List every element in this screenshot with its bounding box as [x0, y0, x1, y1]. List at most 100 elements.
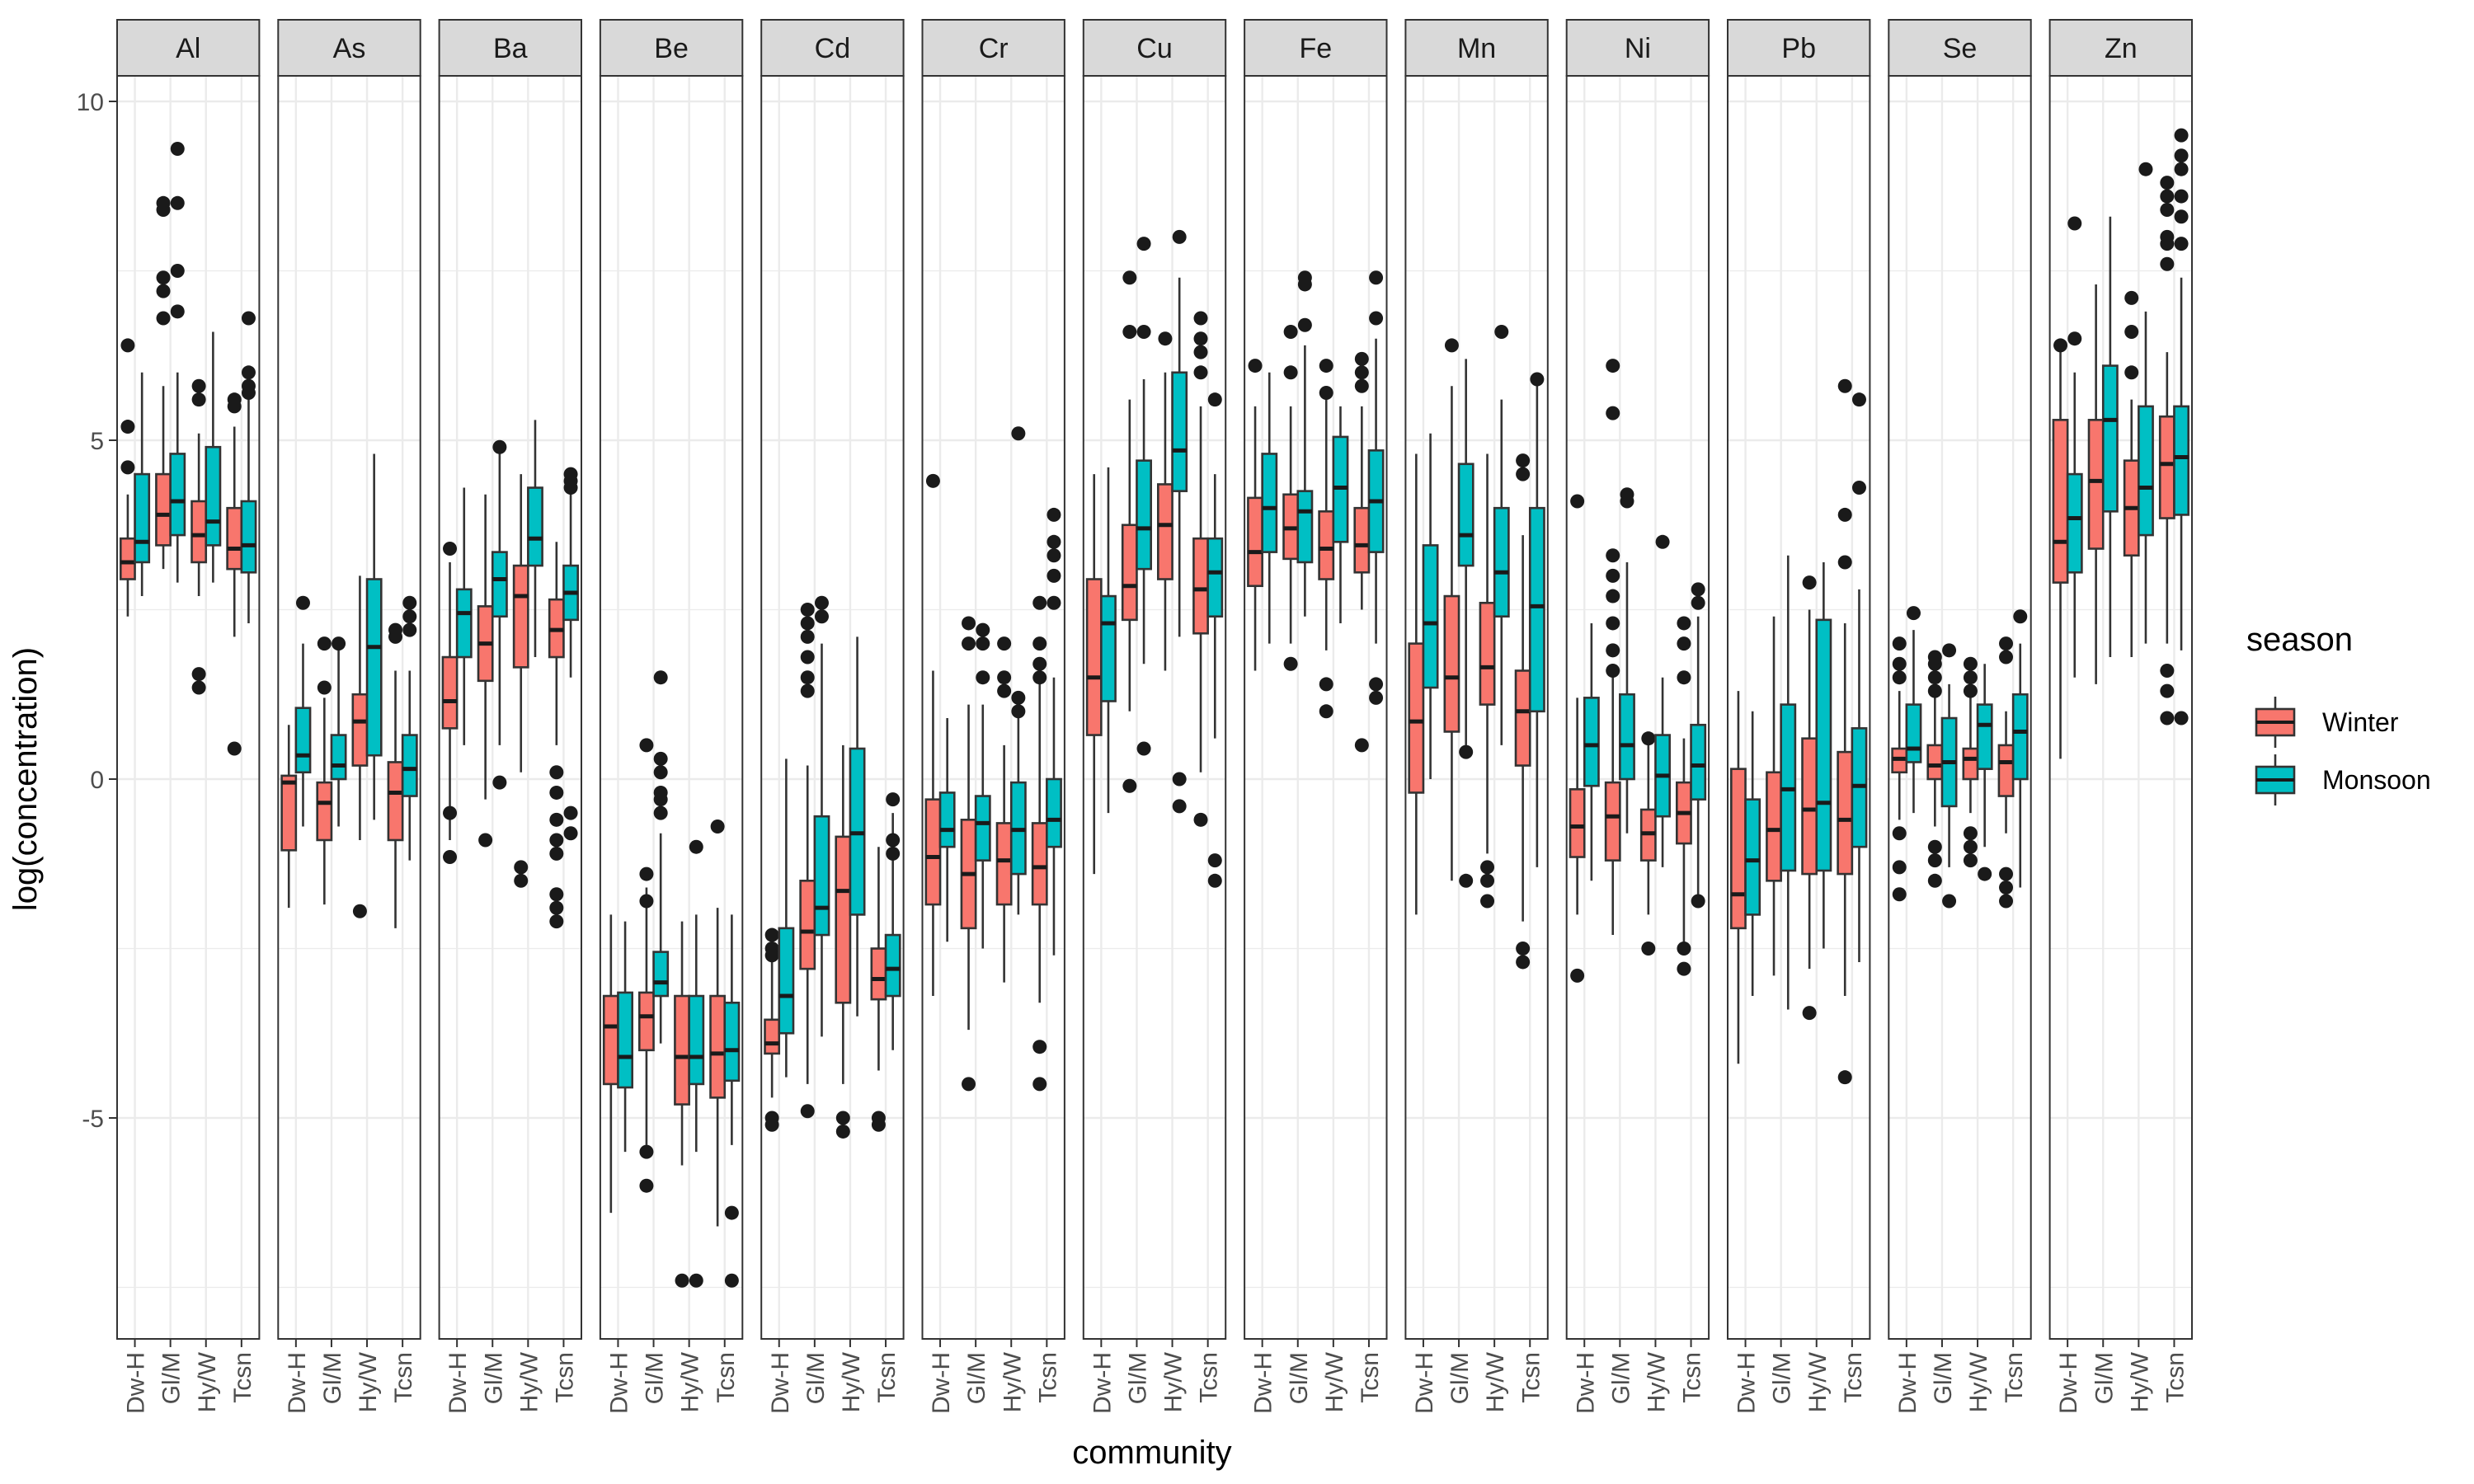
box-body	[1171, 371, 1188, 492]
box-body	[1801, 737, 1818, 876]
box-body	[617, 991, 633, 1089]
x-tick-label: Tcsn	[873, 1352, 901, 1403]
box-cr-tcsn-winter	[1031, 595, 1048, 1092]
box-body	[205, 445, 222, 547]
outlier-point	[1283, 365, 1298, 380]
outlier-point	[1927, 670, 1942, 685]
outlier-point	[1927, 853, 1942, 868]
outlier-point	[2053, 338, 2068, 353]
legend-title: season	[2246, 622, 2353, 658]
facet-panel-pb: Pb Dw-H Gl/M Hy/W Tcsn	[1727, 19, 1871, 1414]
outlier-point	[1011, 704, 1026, 719]
panel-border	[438, 75, 582, 1340]
box-ba-dw-h-winter	[441, 542, 459, 865]
x-tick-label: Tcsn	[1034, 1352, 1061, 1403]
box-body	[1905, 703, 1922, 763]
box-as-hy-w-winter	[351, 575, 369, 918]
box-body	[1318, 510, 1335, 580]
box-as-tcsn-monsoon	[401, 595, 418, 861]
outlier-point	[1193, 331, 1208, 346]
outlier-point	[1655, 534, 1670, 549]
box-pb-dw-h-monsoon	[1744, 711, 1761, 997]
box-as-dw-h-winter	[280, 725, 298, 909]
box-body	[1604, 781, 1621, 862]
box-al-hy-w-monsoon	[205, 331, 222, 583]
box-body	[226, 506, 243, 571]
box-as-gl-m-winter	[316, 636, 333, 905]
outlier-point	[800, 670, 815, 685]
box-pb-hy-w-winter	[1801, 575, 1818, 1021]
facet-strip	[921, 19, 1065, 77]
outlier-point	[1369, 677, 1384, 692]
facet-strip-label: Al	[176, 33, 200, 64]
box-body	[280, 774, 298, 852]
x-tick-label: Dw-H	[284, 1352, 311, 1414]
box-cd-hy-w-monsoon	[849, 636, 866, 1017]
facet-strip-label: As	[333, 33, 366, 64]
gridlines	[2049, 76, 2192, 1339]
outlier-point	[1570, 968, 1585, 983]
outlier-point	[1193, 345, 1208, 359]
outlier-point	[1677, 942, 1691, 956]
outlier-point	[1136, 324, 1151, 339]
box-cu-gl-m-winter	[1121, 270, 1138, 793]
x-tick-label: Hy/W	[2126, 1351, 2153, 1412]
box-body	[316, 781, 333, 842]
facet-strip	[1565, 19, 1710, 77]
x-tick-label: Hy/W	[677, 1351, 704, 1412]
box-cr-dw-h-winter	[924, 473, 942, 997]
outlier-point	[2160, 176, 2175, 190]
outlier-point	[1677, 616, 1691, 631]
outlier-point	[1851, 392, 1866, 407]
outlier-point	[1494, 324, 1509, 339]
box-body	[1085, 578, 1103, 736]
box-ni-gl-m-monsoon	[1619, 487, 1635, 834]
box-body	[1744, 798, 1761, 916]
box-cr-gl-m-winter	[960, 616, 977, 1092]
box-fe-dw-h-monsoon	[1261, 372, 1278, 644]
x-tick-label: Dw-H	[1089, 1352, 1116, 1414]
outlier-point	[764, 928, 779, 942]
x-tick-label: Tcsn	[1840, 1352, 1867, 1403]
outlier-point	[962, 1077, 976, 1092]
x-tick-label: Dw-H	[444, 1352, 472, 1414]
box-zn-tcsn-winter	[2158, 176, 2175, 726]
outlier-point	[1892, 670, 1907, 685]
box-cu-gl-m-monsoon	[1136, 237, 1152, 756]
outlier-point	[653, 792, 668, 807]
outlier-point	[1906, 606, 1921, 621]
box-body	[1100, 594, 1117, 702]
outlier-point	[549, 846, 564, 861]
facet-panel-cd: Cd Dw-H Gl/M Hy/W Tcsn	[760, 19, 905, 1414]
outlier-point	[1606, 568, 1620, 583]
box-pb-tcsn-winter	[1837, 378, 1854, 1085]
box-body	[813, 815, 830, 937]
x-tick-label: Hy/W	[1482, 1351, 1509, 1412]
box-body	[1583, 697, 1600, 787]
x-tick-label: Dw-H	[2055, 1352, 2082, 1414]
legend: season Winter Monsoon	[2246, 622, 2431, 805]
outlier-point	[1837, 1070, 1852, 1085]
outlier-point	[1369, 690, 1384, 705]
facet-strip	[1888, 19, 2032, 77]
outlier-point	[1837, 555, 1852, 570]
box-body	[120, 537, 136, 580]
box-body	[602, 994, 619, 1086]
outlier-point	[1172, 772, 1187, 787]
outlier-point	[1691, 582, 1705, 597]
outlier-point	[639, 1178, 654, 1193]
outlier-point	[800, 650, 815, 665]
box-fe-hy-w-monsoon	[1332, 406, 1349, 623]
outlier-point	[1516, 467, 1531, 481]
outlier-point	[2174, 237, 2189, 251]
x-tick-label: Tcsn	[1679, 1352, 1706, 1403]
outlier-point	[1011, 690, 1026, 705]
outlier-point	[724, 1205, 739, 1220]
x-tick-label: Gl/M	[1607, 1352, 1634, 1404]
box-body	[1206, 537, 1224, 618]
panel-border	[1082, 75, 1227, 1340]
outlier-point	[1459, 873, 1474, 888]
outlier-point	[1892, 636, 1907, 651]
outlier-point	[402, 595, 417, 610]
box-body	[134, 472, 151, 564]
